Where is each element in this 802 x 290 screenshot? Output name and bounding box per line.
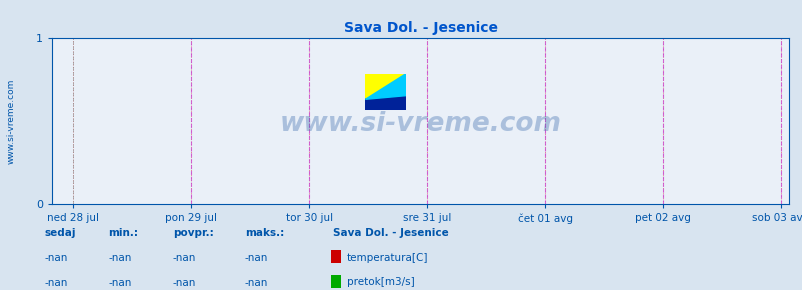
- Text: pretok[m3/s]: pretok[m3/s]: [346, 277, 414, 287]
- Text: -nan: -nan: [172, 253, 196, 263]
- Text: -nan: -nan: [44, 253, 67, 263]
- Text: -nan: -nan: [108, 278, 132, 288]
- Text: www.si-vreme.com: www.si-vreme.com: [279, 111, 561, 137]
- Text: -nan: -nan: [172, 278, 196, 288]
- Text: temperatura[C]: temperatura[C]: [346, 253, 427, 262]
- Text: sedaj: sedaj: [44, 228, 75, 238]
- Text: -nan: -nan: [108, 253, 132, 263]
- Text: min.:: min.:: [108, 228, 138, 238]
- Polygon shape: [365, 96, 405, 110]
- Polygon shape: [365, 74, 405, 99]
- Text: -nan: -nan: [44, 278, 67, 288]
- Text: www.si-vreme.com: www.si-vreme.com: [6, 79, 15, 164]
- Polygon shape: [365, 74, 405, 99]
- Text: maks.:: maks.:: [245, 228, 284, 238]
- Title: Sava Dol. - Jesenice: Sava Dol. - Jesenice: [343, 21, 497, 35]
- Text: -nan: -nan: [245, 253, 268, 263]
- Text: povpr.:: povpr.:: [172, 228, 213, 238]
- Text: Sava Dol. - Jesenice: Sava Dol. - Jesenice: [333, 228, 448, 238]
- Text: -nan: -nan: [245, 278, 268, 288]
